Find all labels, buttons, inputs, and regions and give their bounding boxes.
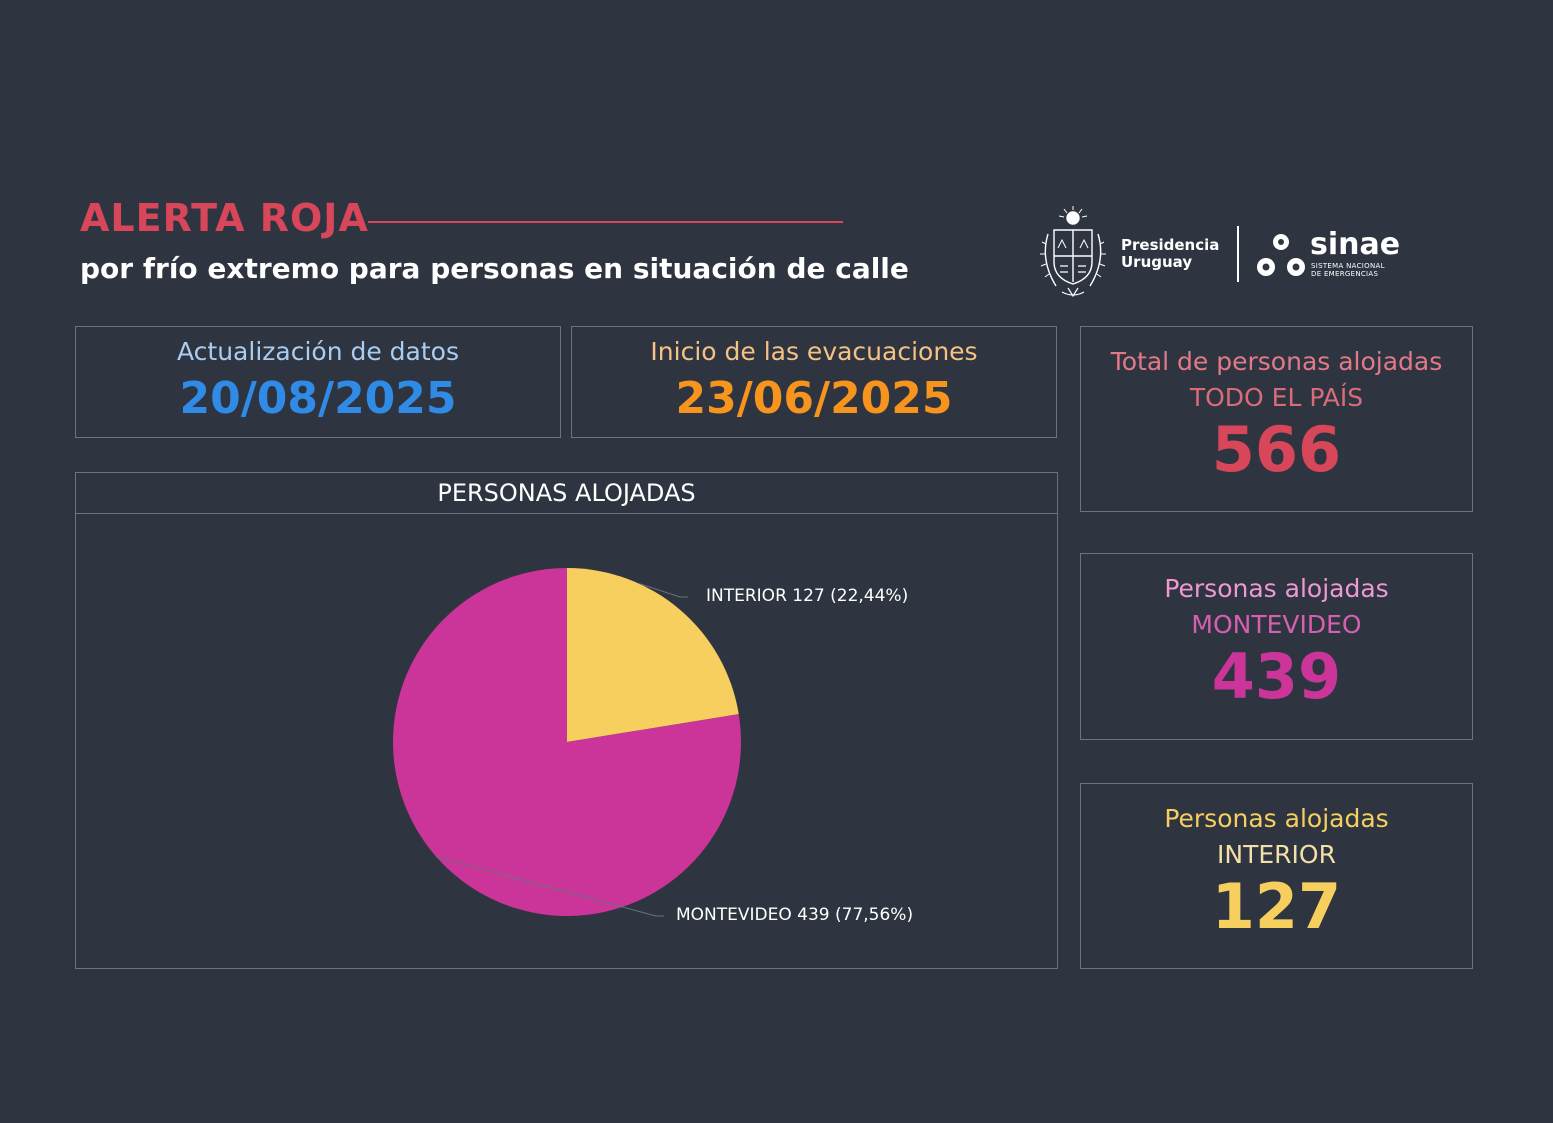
pie-chart: INTERIOR 127 (22,44%) MONTEVIDEO 439 (77,… <box>393 568 913 925</box>
montevideo-sheltered-card: Personas alojadas MONTEVIDEO 439 <box>1080 553 1473 740</box>
presidencia-line1: Presidencia <box>1121 236 1220 254</box>
sinae-logo-icon <box>1257 234 1305 276</box>
sinae-logo-name: sinae <box>1310 227 1401 262</box>
evacuation-start-label: Inicio de las evacuaciones <box>650 337 978 366</box>
interior-sheltered-scope: INTERIOR <box>1217 840 1336 869</box>
pie-label-montevideo: MONTEVIDEO 439 (77,56%) <box>676 905 913 925</box>
pie-chart-panel: PERSONAS ALOJADAS INTERIOR 127 (22,44%) M… <box>75 472 1058 969</box>
interior-sheltered-value: 127 <box>1211 870 1342 943</box>
interior-sheltered-label: Personas alojadas <box>1164 804 1389 833</box>
total-sheltered-label: Total de personas alojadas <box>1110 347 1443 376</box>
montevideo-sheltered-value: 439 <box>1211 640 1342 713</box>
sinae-logo-subtitle: SISTEMA NACIONAL DE EMERGENCIAS <box>1311 262 1385 278</box>
pie-label-interior: INTERIOR 127 (22,44%) <box>706 586 908 606</box>
interior-sheltered-card: Personas alojadas INTERIOR 127 <box>1080 783 1473 969</box>
sinae-sub-line1: SISTEMA NACIONAL <box>1311 262 1385 270</box>
total-sheltered-value: 566 <box>1211 413 1342 486</box>
alert-subtitle: por frío extremo para personas en situac… <box>80 252 909 285</box>
montevideo-sheltered-label: Personas alojadas <box>1164 574 1389 603</box>
total-sheltered-card: Total de personas alojadas TODO EL PAÍS … <box>1080 326 1473 512</box>
pie-slice-interior <box>567 568 739 742</box>
presidencia-line2: Uruguay <box>1121 253 1193 271</box>
data-update-label: Actualización de datos <box>177 337 459 366</box>
total-sheltered-scope: TODO EL PAÍS <box>1189 383 1364 412</box>
presidencia-uruguay-logo-text: Presidencia Uruguay <box>1121 237 1219 271</box>
data-update-card: Actualización de datos 20/08/2025 <box>75 326 561 438</box>
pie-slice-montevideo <box>393 568 742 916</box>
pie-leader-line-montevideo <box>436 856 664 917</box>
evacuation-start-value: 23/06/2025 <box>675 373 953 424</box>
montevideo-sheltered-scope: MONTEVIDEO <box>1191 610 1362 639</box>
title-underline <box>368 221 843 223</box>
alert-title: ALERTA ROJA <box>80 196 369 240</box>
pie-leader-line-interior <box>638 582 688 598</box>
chart-title: PERSONAS ALOJADAS <box>76 473 1057 514</box>
evacuation-start-card: Inicio de las evacuaciones 23/06/2025 <box>571 326 1057 438</box>
uruguay-coat-of-arms-icon <box>1040 206 1106 298</box>
sinae-sub-line2: DE EMERGENCIAS <box>1311 270 1379 278</box>
data-update-value: 20/08/2025 <box>179 373 457 424</box>
logo-divider <box>1237 226 1239 282</box>
